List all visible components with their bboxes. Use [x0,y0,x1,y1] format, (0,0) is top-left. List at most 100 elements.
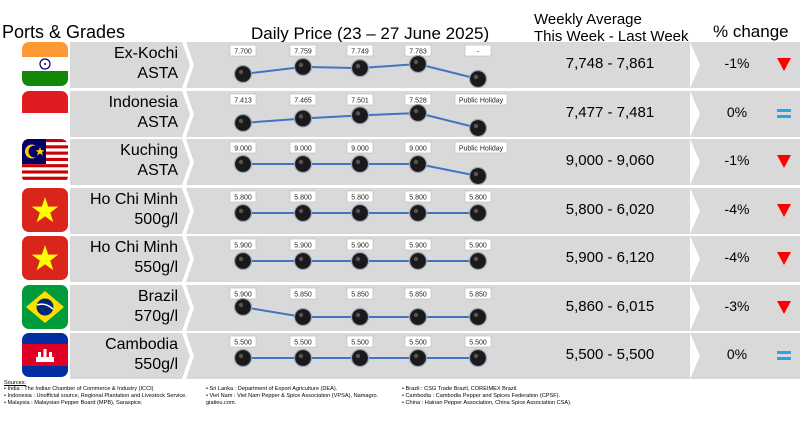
daily-price-plot: 5.900 5.900 5.900 5.900 5.900 [229,238,492,271]
pepper-data-point [293,108,313,128]
pepper-highlight [355,256,361,262]
data-label-box [229,190,257,202]
port-name: Brazil [137,287,178,305]
weekly-average-box [690,333,700,379]
pepper-data-point [468,69,488,88]
data-label: 7.700 [234,49,252,56]
pepper-highlight [238,159,244,165]
pepper-highlight [473,256,479,262]
pepper-data-point [350,58,370,78]
pepper-data-point [293,57,313,76]
grade-name: 500g/l [134,210,178,228]
data-label-box [289,287,317,299]
data-label-box [464,44,492,57]
pepper-data-point [468,203,488,222]
percent-change-value: 0% [726,103,748,120]
pepper-highlight [298,159,304,165]
pepper-data-point [408,203,428,222]
percent-change-value: -1% [724,55,750,71]
table-row: Brazil 570g/l 5.900 5.850 5.850 5.850 5.850 5,8… [0,284,800,331]
weekly-average-box [690,42,700,88]
data-label: 5.850 [294,291,312,298]
data-label: 5.500 [409,340,427,347]
data-label-box [346,190,374,202]
pepper-data-point [293,348,313,368]
percent-change-value: 0% [726,346,748,362]
pepper-data-point [350,203,370,222]
table-row: Ho Chi Minh 500g/l 5.800 5.800 5.800 5.800 5.8… [0,187,800,234]
weekly-average-value: 5,500 - 5,500 [565,346,655,363]
pepper-data-point [408,348,428,368]
port-name: Kuching [120,142,178,159]
data-label-box [404,238,432,251]
ports-grades-header: Ports & Grades [2,22,126,42]
pepper-highlight [473,353,479,359]
down-arrow-icon [776,153,792,174]
pepper-data-point [233,251,253,271]
port-name: Cambodia [105,336,178,353]
pepper-data-point [233,113,253,132]
table-row: Ex-Kochi ASTA 7.700 7.759 7.749 7.783 - 7,748 -… [0,42,800,88]
table-row: Kuching ASTA 9.000 9.000 9.000 9.000 Public Ho… [0,139,800,185]
malaysia-flag-icon [22,139,68,183]
data-label: 5.500 [294,340,312,347]
data-label: 7.759 [294,49,312,56]
weekly-average-value: 7,477 - 7,481 [565,103,655,121]
table-row: Indonesia ASTA 7.413 7.465 7.501 7.528 Public … [0,90,800,137]
pepper-highlight [413,159,419,165]
port-grade-label: Ho Chi Minh 550g/l [70,238,178,278]
data-label: - [477,49,480,56]
indonesia-flag-icon [22,90,68,135]
india-flag-icon [22,42,68,86]
data-label-box [289,93,317,105]
data-label: 5.800 [469,194,487,201]
pepper-data-point [468,251,488,271]
data-label: 7.465 [294,97,312,104]
data-label: 5.500 [469,340,487,347]
pepper-highlight [355,208,361,213]
data-label-box [464,238,492,251]
port-grade-label: Kuching ASTA [70,141,178,181]
source-item: Cambodia : Cambodia Pepper and Spices Fe… [402,393,572,400]
data-label-box [289,44,317,57]
weekly-average-box [690,284,700,331]
percent-change-value: -4% [724,200,750,217]
port-name: Indonesia [108,93,178,111]
down-arrow-icon [776,250,792,271]
pepper-data-point [468,166,488,185]
pepper-data-point [350,251,370,271]
source-item: Brazil : CSG Trade Brazil, COREIMEX Braz… [402,386,572,393]
pepper-highlight [413,312,419,317]
data-label-box [229,335,257,348]
pepper-highlight [355,353,361,359]
weekly-average-header: Weekly Average This Week - Last Week [534,11,689,45]
source-item: Sri Lanka : Department of Export Agricul… [206,386,381,393]
pepper-highlight [355,312,361,317]
data-label: 5.800 [351,194,369,201]
pepper-highlight [238,69,244,75]
data-label-box [404,335,432,348]
pepper-highlight [298,256,304,262]
chevron-right-icon [182,187,194,234]
data-label: 7.501 [351,97,369,104]
pepper-data-point [408,307,428,326]
pepper-highlight [413,353,419,359]
vietnam-flag-icon [22,187,68,232]
pepper-data-point [233,64,253,84]
weekly-average-box [690,90,700,137]
pepper-data-point [350,105,370,124]
cambodia-flag-icon [22,333,68,377]
data-label-box [289,335,317,348]
percent-change-header: % change [713,22,789,41]
pepper-data-point [233,203,253,222]
data-label: 9.000 [234,146,252,153]
data-label: 7.749 [351,49,369,56]
daily-price-plot: 7.413 7.465 7.501 7.528 Public Holiday [229,93,508,137]
pepper-highlight [413,256,419,262]
pepper-data-point [293,203,313,222]
chevron-right-icon [182,139,194,185]
data-label: 5.800 [294,194,312,201]
grade-name: 550g/l [134,259,178,276]
brazil-flag-icon [22,284,68,329]
data-label: 7.413 [234,97,252,104]
